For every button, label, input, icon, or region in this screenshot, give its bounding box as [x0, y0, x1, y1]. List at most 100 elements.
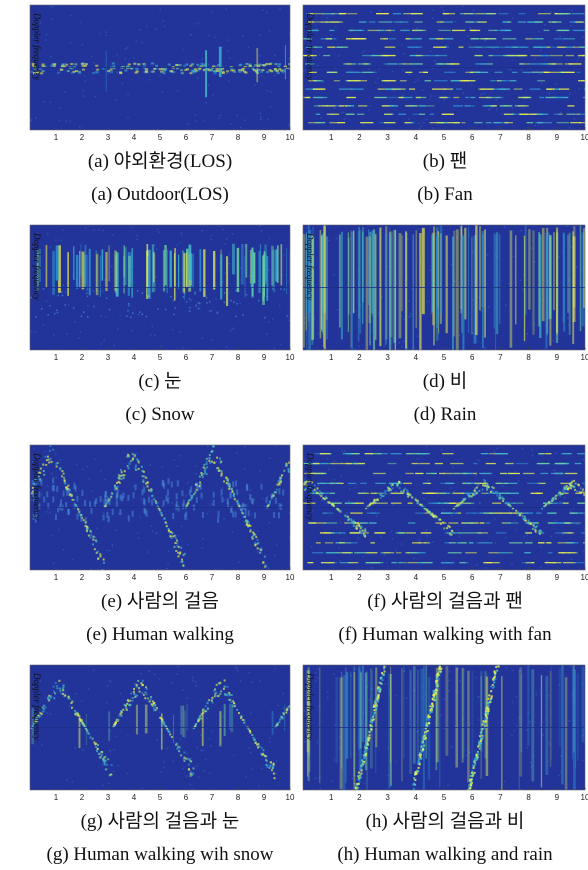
spectrogram-texture: [488, 109, 490, 111]
spectrogram-texture: [188, 758, 190, 760]
spectrogram-texture: [47, 456, 49, 458]
spectrogram-texture: [145, 693, 147, 695]
spectrogram-texture: [400, 491, 402, 493]
spectrogram-texture: [276, 70, 279, 72]
spectrogram-texture: [61, 693, 63, 695]
spectrogram-texture: [270, 106, 272, 108]
spectrogram-texture: [192, 679, 194, 681]
spectrogram-texture: [465, 483, 469, 484]
spectrogram-texture: [278, 721, 280, 723]
spectrogram-texture: [144, 697, 146, 699]
spectrogram-texture: [66, 120, 68, 122]
spectrogram-texture: [227, 699, 229, 701]
spectrogram-texture: [174, 546, 176, 548]
spectrogram-texture: [49, 305, 51, 307]
spectrogram-texture: [286, 709, 288, 711]
spectrogram-texture: [477, 745, 479, 747]
spectrogram-texture: [56, 310, 58, 312]
spectrogram-texture: [181, 72, 184, 74]
x-tick-label: 3: [385, 573, 390, 582]
spectrogram-texture: [281, 474, 283, 476]
spectrogram-texture: [198, 308, 200, 310]
spectrogram-texture: [553, 232, 555, 310]
spectrogram-texture: [223, 518, 225, 520]
spectrogram-texture: [419, 763, 421, 765]
spectrogram-texture: [500, 105, 513, 106]
spectrogram-texture: [488, 306, 490, 308]
spectrogram-texture: [451, 264, 453, 266]
spectrogram-texture: [455, 666, 457, 668]
spectrogram-texture: [377, 532, 384, 533]
spectrogram-texture: [80, 244, 81, 275]
spectrogram-texture: [412, 463, 419, 464]
spectrogram-texture: [281, 716, 283, 718]
spectrogram-texture: [207, 708, 209, 710]
spectrogram-texture: [225, 272, 227, 274]
spectrogram-texture: [540, 473, 548, 474]
spectrogram-texture: [183, 253, 185, 292]
spectrogram-texture: [496, 109, 498, 111]
spectrogram-texture: [417, 500, 419, 502]
spectrogram-texture: [358, 346, 360, 348]
spectrogram-texture: [554, 38, 563, 39]
spectrogram-texture: [365, 562, 376, 563]
spectrogram-texture: [119, 713, 121, 715]
spectrogram-texture: [184, 711, 186, 738]
spectrogram-texture: [420, 749, 422, 751]
spectrogram-texture: [409, 74, 411, 76]
spectrogram-texture: [502, 500, 504, 502]
spectrogram-texture: [149, 295, 151, 297]
spectrogram-texture: [398, 114, 406, 115]
spectrogram-texture: [220, 495, 222, 497]
spectrogram-texture: [173, 715, 174, 743]
spectrogram-texture: [71, 72, 74, 74]
spectrogram-texture: [403, 489, 405, 491]
spectrogram-texture: [365, 453, 373, 454]
caption-english: (f) Human walking with fan: [338, 624, 552, 645]
spectrogram-texture: [151, 703, 153, 705]
spectrogram-texture: [489, 55, 493, 56]
spectrogram-texture: [579, 88, 581, 90]
x-tick-label: 5: [158, 133, 163, 142]
spectrogram-texture: [429, 98, 431, 100]
spectrogram-texture: [481, 453, 489, 454]
spectrogram-texture: [435, 55, 447, 56]
x-tick-label: 9: [555, 793, 560, 802]
spectrogram-texture: [266, 333, 268, 335]
spectrogram-texture: [173, 459, 175, 461]
spectrogram-texture: [269, 741, 271, 743]
spectrogram-texture: [64, 482, 66, 484]
spectrogram-texture: [72, 781, 74, 783]
spectrogram-texture: [211, 731, 213, 733]
spectrogram-texture: [486, 463, 496, 464]
spectrogram-texture: [339, 542, 345, 543]
spectrogram-texture: [476, 756, 478, 758]
spectrogram-texture: [518, 13, 525, 14]
spectrogram-texture: [327, 105, 336, 106]
spectrogram-texture: [363, 762, 365, 764]
spectrogram-texture: [193, 493, 195, 495]
spectrogram-texture: [474, 490, 476, 492]
spectrogram-texture: [557, 122, 569, 123]
spectrogram-texture: [422, 90, 424, 92]
spectrogram-texture: [30, 297, 32, 299]
spectrogram-texture: [432, 88, 446, 89]
spectrogram-texture: [197, 69, 200, 71]
spectrogram-texture: [401, 543, 403, 545]
spectrogram-texture: [522, 289, 524, 291]
spectrogram-texture: [156, 248, 158, 250]
spectrogram-texture: [428, 718, 430, 720]
spectrogram-texture: [71, 495, 73, 497]
spectrogram-texture: [387, 748, 389, 750]
spectrogram-texture: [315, 777, 317, 779]
spectrogram-texture: [451, 746, 453, 748]
spectrogram-texture: [41, 308, 43, 310]
spectrogram-texture: [557, 13, 571, 14]
spectrogram-texture: [540, 567, 542, 569]
spectrogram-texture: [238, 712, 240, 714]
spectrogram-texture: [371, 567, 373, 569]
spectrogram-texture: [183, 49, 185, 51]
spectrogram-texture: [239, 64, 242, 66]
spectrogram-texture: [451, 473, 461, 474]
spectrogram-texture: [115, 291, 117, 293]
